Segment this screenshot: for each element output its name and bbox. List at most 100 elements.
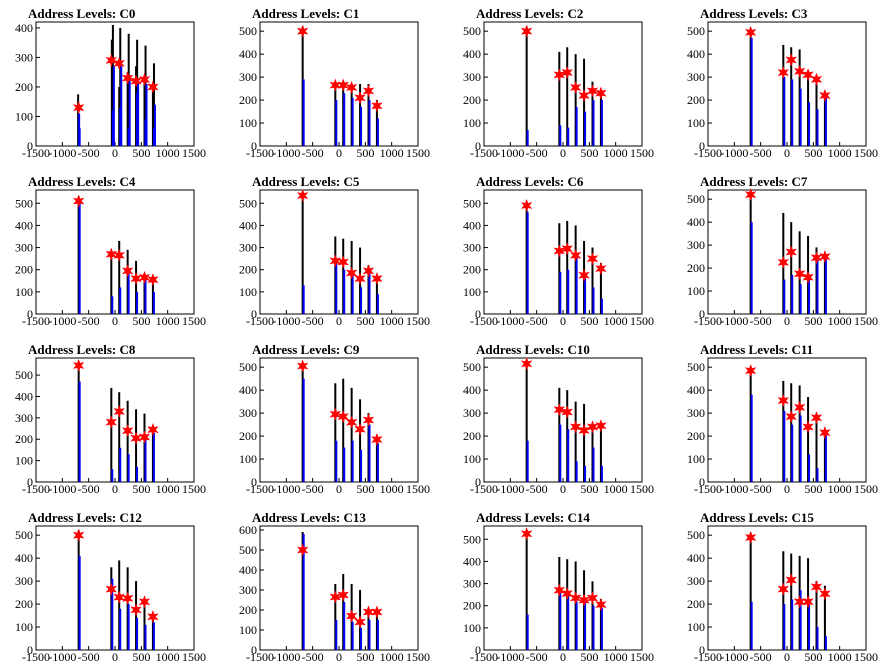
x-tick-label: 0 [560,650,566,664]
bar-blue [824,433,827,482]
y-tick-label: 100 [687,116,705,130]
y-tick-label: 0 [251,475,257,489]
y-tick-label: 400 [687,215,705,229]
x-tick-label: -1000 [496,314,524,328]
x-tick-label: 1500 [406,482,430,496]
y-tick-label: 500 [463,360,481,374]
x-tick-label: 1000 [604,482,628,496]
star-marker [105,53,118,68]
star-marker [138,270,151,285]
y-tick-label: 0 [699,643,705,657]
chart-panel: Address Levels: C5 0 100 200 300 400 500 -1500-… [224,168,448,336]
chart-panel: Address Levels: C2 0 100 200 300 400 500 -1500-… [448,0,672,168]
chart-svg: 0 100 200 300 400 500 -1500-1000 -500 0 500 1000 15… [239,188,430,328]
chart-svg: 0 100 200 300 400 500 -1500-1000 -500 0 500 1000 15… [687,357,878,496]
x-tick-label: 500 [356,650,374,664]
star-marker [354,422,366,436]
star-marker [296,359,309,373]
star-marker [777,255,790,270]
x-tick-label: 500 [804,482,822,496]
y-tick-label: 200 [687,93,705,107]
bar-blue [360,106,363,146]
star-marker [72,100,85,115]
bar-blue [137,84,140,146]
x-tick-label: 0 [336,146,342,160]
bar-blue [559,271,562,314]
x-tick-label: 1000 [380,146,404,160]
star-marker [121,591,134,606]
y-tick-label: 200 [687,597,705,611]
bar-blue [152,128,155,146]
bar-blue [119,608,122,650]
y-tick-label: 100 [239,623,257,637]
y-tick-label: 100 [687,452,705,466]
bar-black [591,247,594,314]
bar-black [334,383,337,482]
x-tick-label: 1500 [182,482,206,496]
bar-black [143,599,146,650]
bar-blue [559,424,562,482]
y-tick-label: 200 [239,93,257,107]
x-tick-label: 500 [356,482,374,496]
star-marker [147,609,159,624]
chart-panel: Address Levels: C8 0 100 200 300 400 500 -1500-… [0,336,224,504]
bar-blue [791,424,794,482]
chart-svg: 0 100 200 300 400 500 -1500-1000 -500 0 500 1000 15… [687,21,878,160]
star-marker [819,425,831,440]
x-tick-label: -1000 [720,650,748,664]
x-tick-label: -1000 [720,314,748,328]
star-marker [72,358,85,373]
x-tick-label: 500 [132,650,150,664]
y-tick-label: 300 [239,70,257,84]
chart-title: Address Levels: C14 [476,510,590,525]
y-tick-label: 500 [15,368,33,382]
plot-frame [707,189,867,315]
star-marker [105,582,118,596]
bar-blue [343,93,346,146]
x-tick-label: 500 [132,482,150,496]
y-tick-label: 200 [687,261,705,275]
star-marker [785,573,798,587]
y-tick-label: 200 [15,432,33,446]
plot-frame [707,21,867,147]
star-marker [371,271,383,286]
star-marker [785,409,798,424]
bar-blue [600,298,603,314]
star-marker [793,400,806,415]
y-tick-label: 200 [15,597,33,611]
chart-svg: 0 100 200 300 400 500 -1500-1000 -500 0 500 1000 15… [15,525,206,664]
x-tick-label: -500 [78,482,100,496]
x-tick-label: -1500 [694,482,722,496]
star-marker [777,393,790,408]
y-tick-label: 100 [687,284,705,298]
bar-black [574,54,577,146]
star-marker [362,605,375,619]
y-tick-label: 0 [475,475,481,489]
y-tick-label: 600 [239,523,257,537]
chart-svg: 0 100 200 300 400 500 -1500-1000 -500 0 500 1000 15… [687,187,878,328]
star-marker [113,56,126,71]
x-tick-label: 0 [112,314,118,328]
x-tick-label: -1500 [470,650,498,664]
star-marker [569,80,582,95]
star-marker [810,72,823,87]
star-marker [569,420,582,434]
y-tick-label: 400 [687,551,705,565]
bar-black [375,100,378,146]
y-tick-label: 100 [15,454,33,468]
chart-svg: 0 100 200 300 400 500 -1500-1000 -500 0 500 1000 15… [239,21,430,160]
star-marker [586,251,599,266]
x-tick-label: 1000 [604,146,628,160]
bar-blue [111,296,114,314]
bar-black [301,192,304,314]
x-tick-label: 500 [804,650,822,664]
bar-blue [824,256,827,314]
y-tick-label: 400 [15,21,33,35]
bar-black [110,39,113,146]
star-marker [553,583,566,597]
x-tick-label: -1000 [48,650,76,664]
star-marker [121,423,134,438]
bar-blue [360,287,363,314]
plot-frame [259,357,419,483]
x-tick-label: 1500 [854,146,878,160]
